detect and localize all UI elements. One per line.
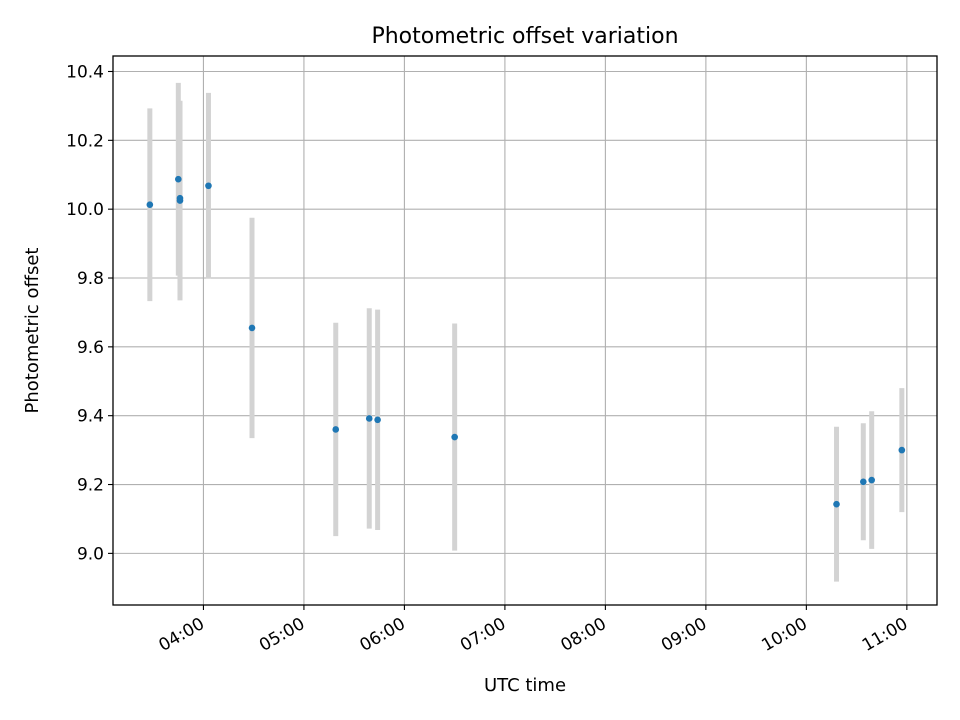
x-axis-label: UTC time (484, 675, 566, 696)
x-tick-label: 09:00 (658, 614, 710, 656)
data-point (451, 433, 458, 441)
y-tick-label: 9.8 (77, 269, 104, 289)
y-tick-label: 10.4 (66, 62, 104, 82)
data-point (898, 446, 906, 454)
axis-ticks: 04:00 05:00 06:00 07:00 08:00 09:00 10:00 11:00… (66, 62, 911, 655)
data-point (374, 416, 381, 424)
data-point (833, 500, 840, 508)
y-axis-label: Photometric offset (22, 248, 43, 414)
y-tick-label: 9.6 (77, 338, 104, 358)
x-tick-label: 04:00 (156, 614, 208, 656)
data-points (146, 175, 906, 508)
error-bars (147, 82, 905, 582)
x-tick-label: 05:00 (256, 614, 308, 656)
y-tick-label: 9.0 (77, 544, 104, 564)
x-tick-label: 08:00 (557, 614, 609, 656)
x-tick-label: 10:00 (758, 614, 810, 656)
data-point (205, 182, 212, 190)
data-point (176, 194, 184, 202)
grid-lines (113, 56, 937, 605)
data-point (860, 478, 867, 486)
y-tick-label: 9.4 (77, 407, 104, 427)
data-point (175, 175, 182, 183)
y-tick-label: 10.2 (66, 131, 104, 151)
data-point (332, 426, 340, 433)
data-point (365, 415, 373, 422)
data-point (868, 476, 875, 484)
plot-frame (112, 55, 938, 606)
data-point (248, 324, 256, 332)
data-point (146, 201, 154, 208)
chart-title: Photometric offset variation (371, 24, 678, 49)
y-tick-label: 10.0 (66, 200, 104, 220)
x-tick-label: 06:00 (356, 614, 408, 656)
x-tick-label: 07:00 (457, 614, 509, 656)
y-tick-label: 9.2 (77, 476, 104, 496)
x-tick-label: 11:00 (859, 614, 911, 656)
